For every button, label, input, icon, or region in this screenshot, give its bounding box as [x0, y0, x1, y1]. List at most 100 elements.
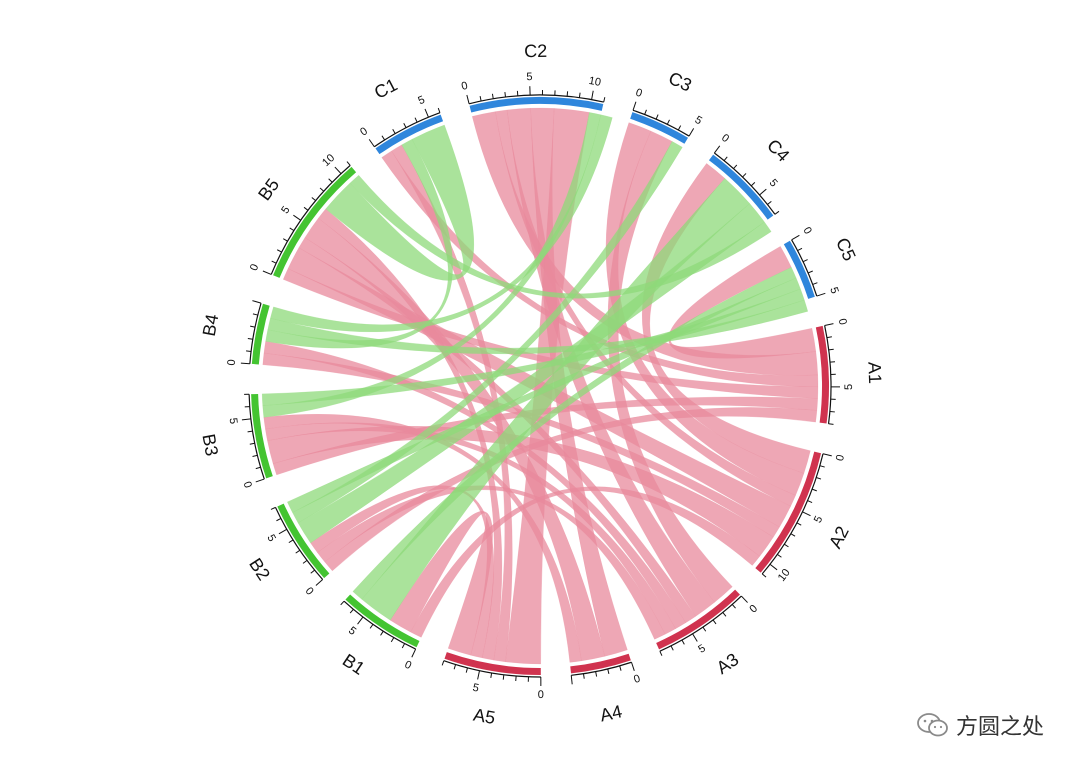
axis-A3 — [659, 595, 742, 652]
sector-label-B3: B3 — [198, 432, 222, 457]
link-A3-C3 — [607, 130, 733, 603]
tick — [246, 350, 252, 352]
sector-label-B4: B4 — [199, 313, 223, 338]
tick — [740, 595, 748, 603]
tick — [240, 362, 250, 365]
tick — [769, 563, 778, 571]
tick-label: 5 — [526, 71, 533, 83]
tick-label: 5 — [767, 177, 780, 189]
tick-label: 5 — [843, 384, 855, 390]
sector-C5 — [783, 240, 815, 299]
tick — [777, 553, 782, 558]
sector-B2 — [277, 503, 330, 579]
axis-C1 — [373, 112, 441, 148]
tick — [357, 616, 364, 625]
tick — [791, 234, 800, 241]
tick — [688, 128, 695, 137]
tick — [504, 92, 506, 98]
link-A2-B3 — [267, 425, 774, 557]
tick — [252, 300, 262, 304]
tick — [677, 125, 682, 131]
tick — [319, 187, 325, 192]
tick — [761, 573, 767, 578]
watermark: 方圆之处 — [916, 709, 1044, 741]
tick-label: 0 — [460, 80, 469, 93]
tick — [819, 465, 825, 468]
link-A3-B5 — [298, 237, 697, 624]
tick — [767, 200, 772, 205]
link-A2-C2 — [495, 109, 796, 507]
tick-label: 0 — [836, 318, 849, 326]
tick — [249, 442, 255, 445]
tick — [390, 637, 395, 643]
tick — [828, 348, 834, 351]
tick-label: 5 — [227, 417, 240, 424]
axis-A5 — [443, 660, 541, 678]
tick — [479, 96, 482, 102]
tick — [811, 488, 817, 492]
tick — [262, 270, 272, 275]
tick — [692, 633, 698, 642]
tick-label: 5 — [264, 533, 277, 544]
tick-label: 0 — [241, 480, 254, 490]
sector-B4 — [251, 303, 270, 365]
tick — [816, 292, 826, 297]
tick — [774, 210, 780, 215]
tick — [381, 135, 386, 141]
tick — [424, 108, 429, 118]
tick-label: 5 — [693, 114, 704, 127]
tick — [797, 247, 803, 252]
sector-label-B1: B1 — [339, 650, 368, 679]
sector-label-A5: A5 — [472, 705, 497, 728]
tick — [255, 478, 265, 483]
link-A3-C2 — [506, 107, 715, 617]
tick — [241, 418, 251, 421]
tick — [802, 259, 808, 263]
tick — [759, 188, 767, 196]
wechat-icon — [917, 713, 948, 737]
tick — [411, 648, 417, 658]
tick — [619, 665, 622, 671]
tick-label: 0 — [248, 262, 261, 272]
tick — [591, 90, 594, 100]
tick — [282, 238, 288, 242]
tick — [340, 600, 345, 606]
tick — [502, 674, 505, 680]
tick — [491, 93, 494, 99]
link-B4-C2 — [270, 114, 613, 333]
watermark-text: 方圆之处 — [955, 715, 1044, 740]
tick — [276, 518, 282, 522]
link-A5-B1 — [389, 511, 493, 656]
link-A4-C2 — [530, 107, 628, 657]
tick — [816, 477, 822, 480]
tick — [477, 670, 480, 680]
tick-label: 0 — [719, 132, 731, 145]
sector-C2 — [469, 97, 604, 113]
tick — [441, 660, 445, 666]
tick — [632, 101, 637, 111]
axis-B1 — [343, 600, 416, 650]
tick-label: 10 — [320, 152, 337, 169]
tick-label: 5 — [346, 625, 358, 638]
tick — [252, 313, 258, 316]
tick — [293, 214, 302, 221]
link-B5-C1 — [325, 124, 474, 281]
tick — [328, 178, 333, 183]
tick — [802, 511, 811, 517]
sector-label-A1: A1 — [864, 361, 885, 384]
axis-A1 — [824, 325, 832, 424]
link-A2-C3 — [605, 122, 805, 496]
tick — [822, 453, 832, 457]
tick — [247, 337, 253, 340]
sector-label-A3: A3 — [713, 649, 742, 678]
tick — [453, 664, 457, 670]
tick-label: 5 — [416, 94, 426, 107]
sector-label-C3: C3 — [666, 68, 695, 96]
tick — [702, 626, 707, 632]
tick — [807, 270, 813, 274]
sector-B1 — [345, 594, 420, 648]
axis-B4 — [249, 302, 262, 364]
link-B1-C5 — [352, 266, 797, 600]
tick — [490, 672, 493, 678]
